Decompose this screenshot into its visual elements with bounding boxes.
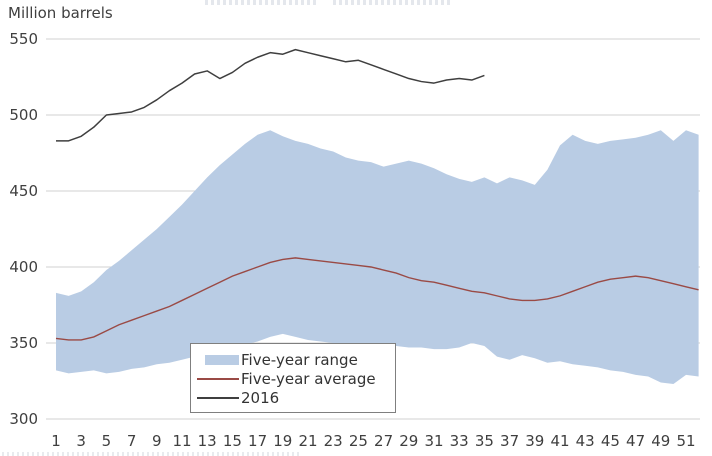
x-tick-label-27: 27: [374, 432, 393, 450]
legend-item-2016: 2016: [197, 389, 387, 408]
x-tick-label-51: 51: [676, 432, 695, 450]
y-tick-label-350: 350: [9, 334, 38, 352]
y-tick-label-450: 450: [9, 182, 38, 200]
x-tick-label-33: 33: [450, 432, 469, 450]
x-tick-label-19: 19: [273, 432, 292, 450]
x-tick-label-15: 15: [223, 432, 242, 450]
y-tick-label-500: 500: [9, 106, 38, 124]
range-swatch-icon: [205, 354, 239, 365]
x-tick-label-9: 9: [152, 432, 162, 450]
line-2016: [56, 48, 485, 142]
y-tick-label-400: 400: [9, 258, 38, 276]
x-tick-label-41: 41: [550, 432, 569, 450]
y-tick-label-550: 550: [9, 30, 38, 48]
x-tick-label-47: 47: [626, 432, 645, 450]
y-tick-label-300: 300: [9, 410, 38, 428]
cropped-source-remnant: [2, 452, 302, 456]
x-tick-label-39: 39: [525, 432, 544, 450]
average-line-swatch-icon: [197, 377, 239, 380]
cropped-title-remnant: [333, 0, 451, 5]
legend-label-average: Five-year average: [241, 369, 376, 388]
x-tick-label-11: 11: [172, 432, 191, 450]
legend-label-2016: 2016: [241, 389, 280, 408]
x-tick-label-3: 3: [76, 432, 86, 450]
x-tick-label-49: 49: [651, 432, 670, 450]
five-year-average-line: [55, 257, 699, 341]
line-2016-swatch-icon: [197, 397, 239, 400]
x-tick-label-7: 7: [127, 432, 137, 450]
x-tick-label-29: 29: [399, 432, 418, 450]
x-tick-label-23: 23: [324, 432, 343, 450]
legend-item-average: Five-year average: [197, 369, 387, 388]
x-tick-label-17: 17: [248, 432, 267, 450]
legend: Five-year range Five-year average 2016: [190, 343, 396, 413]
y-axis-title: Million barrels: [8, 4, 113, 22]
x-tick-label-25: 25: [349, 432, 368, 450]
x-tick-label-31: 31: [424, 432, 443, 450]
legend-item-range: Five-year range: [197, 350, 387, 369]
five-year-range-area: [56, 130, 699, 385]
x-tick-label-5: 5: [102, 432, 112, 450]
cropped-title-remnant: [205, 0, 317, 5]
x-tick-label-21: 21: [298, 432, 317, 450]
legend-label-range: Five-year range: [241, 350, 358, 369]
x-tick-label-35: 35: [475, 432, 494, 450]
x-tick-label-37: 37: [500, 432, 519, 450]
x-tick-label-1: 1: [51, 432, 61, 450]
x-tick-label-43: 43: [576, 432, 595, 450]
x-tick-label-45: 45: [601, 432, 620, 450]
x-tick-label-13: 13: [198, 432, 217, 450]
